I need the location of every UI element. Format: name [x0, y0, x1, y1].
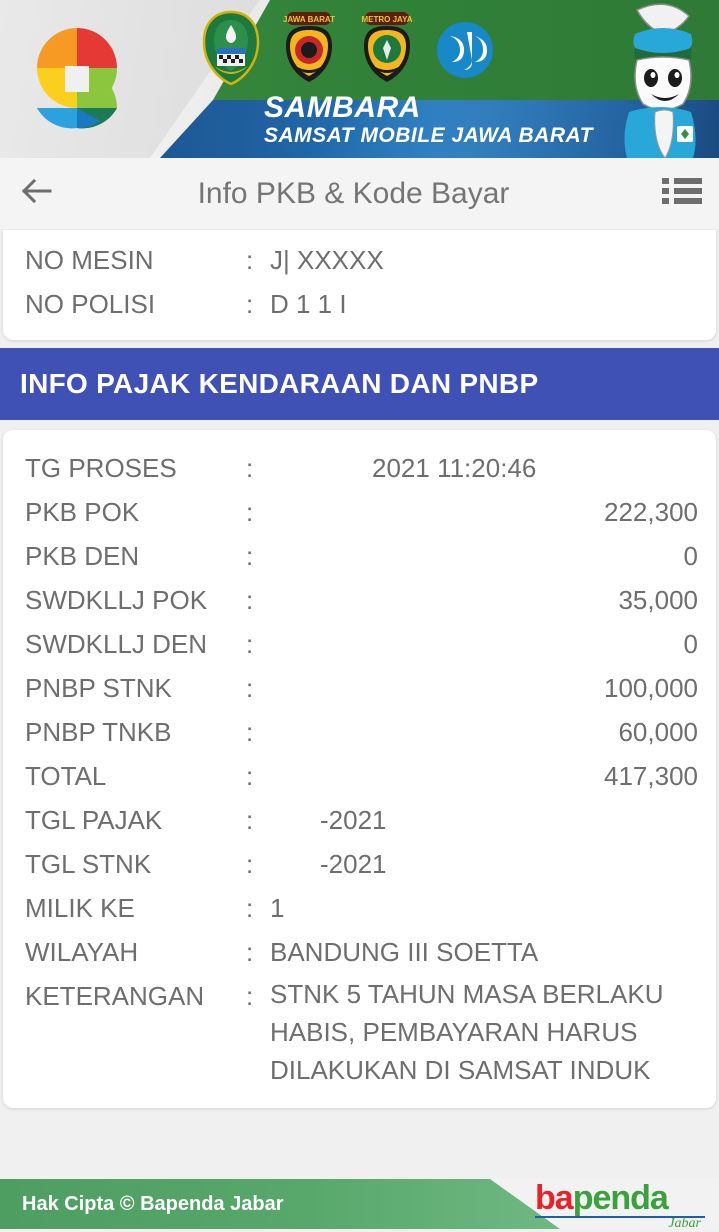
tax-info-row: PKB DEN: 0 — [3, 534, 716, 578]
vehicle-info-colon: : — [246, 289, 254, 319]
tax-info-row: MILIK KE:1 — [3, 886, 716, 930]
tax-info-value: 0 — [683, 541, 698, 571]
vehicle-info-colon: : — [246, 245, 254, 275]
tax-info-value: -2021 — [320, 805, 387, 835]
svg-text:METRO JAYA: METRO JAYA — [362, 15, 413, 24]
tax-info-label: TOTAL — [25, 761, 107, 791]
tax-info-label: SWDKLLJ DEN — [25, 629, 208, 659]
navigation-bar: Info PKB & Kode Bayar — [0, 158, 719, 230]
bapenda-logo-subtitle: Jabar — [668, 1216, 701, 1231]
tax-info-colon: : — [246, 893, 254, 923]
jawa-barat-provincial-seal-icon — [200, 10, 262, 86]
tax-info-row: SWDKLLJ POK: 35,000 — [3, 578, 716, 622]
tax-info-colon: : — [246, 849, 254, 879]
vehicle-identity-card: NO MESIN: J| XXXXX NO POLISI: D 1 1 I — [3, 230, 716, 340]
tax-info-row: WILAYAH: BANDUNG III SOETTA — [3, 930, 716, 974]
tax-info-colon: : — [246, 981, 254, 1011]
footer-bar: Hak Cipta © Bapenda Jabar bapenda Jabar — [0, 1179, 719, 1231]
tax-info-row: PNBP TNKB: 60,000 — [3, 710, 716, 754]
polda-metro-jaya-badge-icon: METRO JAYA — [356, 10, 418, 86]
page-title: Info PKB & Kode Bayar — [197, 176, 510, 210]
tax-info-value: 0 — [683, 629, 698, 659]
polda-jawa-barat-badge-icon: JAWA BARAT — [278, 10, 340, 86]
tax-info-colon: : — [246, 717, 254, 747]
tax-info-value: STNK 5 TAHUN MASA BERLAKU HABIS, PEMBAYA… — [270, 979, 664, 1085]
tax-info-label: WILAYAH — [25, 937, 139, 967]
section-header-info-pajak: INFO PAJAK KENDARAAN DAN PNBP — [0, 348, 719, 420]
sambara-s-logo — [22, 20, 132, 138]
tax-info-row: KETERANGAN: STNK 5 TAHUN MASA BERLAKU HAB… — [3, 974, 716, 1090]
back-button[interactable] — [0, 158, 72, 230]
tax-info-label: MILIK KE — [25, 893, 135, 923]
footer-green-shape — [0, 1179, 560, 1229]
tax-info-rows: TG PROSES:2021 11:20:46 PKB POK:222,300 PK… — [3, 446, 716, 1090]
vehicle-info-label: NO POLISI — [25, 289, 156, 319]
tax-info-label: SWDKLLJ POK — [25, 585, 208, 615]
tax-info-colon: : — [246, 585, 254, 615]
footer-copyright: Hak Cipta © Bapenda Jabar — [22, 1192, 284, 1215]
svg-text:JAWA BARAT: JAWA BARAT — [283, 15, 335, 24]
tax-info-row: PKB POK: 222,300 — [3, 490, 716, 534]
tax-info-colon: : — [246, 761, 254, 791]
tax-info-colon: : — [246, 937, 254, 967]
tax-info-value: BANDUNG III SOETTA — [270, 937, 539, 967]
tax-info-row: PNBP STNK: 100,000 — [3, 666, 716, 710]
tax-info-colon: : — [246, 673, 254, 703]
tax-info-row: TGL STNK: -2021 — [3, 842, 716, 886]
list-menu-icon — [660, 173, 704, 214]
jasa-raharja-logo-icon — [434, 10, 496, 86]
tax-info-colon: : — [246, 805, 254, 835]
vehicle-info-value: D 1 1 I — [270, 289, 347, 319]
vehicle-rows: NO MESIN: J| XXXXX NO POLISI: D 1 1 I — [3, 238, 716, 326]
tax-info-label: TGL PAJAK — [25, 805, 163, 835]
agency-emblems: JAWA BARAT METRO JAYA — [200, 7, 496, 89]
bapenda-logo-part2: penda — [572, 1179, 669, 1217]
banner-app-name: SAMBARA — [264, 91, 421, 124]
sambara-mascot-icon — [607, 0, 715, 158]
tax-info-label: TG PROSES — [25, 453, 177, 483]
tax-info-colon: : — [246, 453, 254, 483]
bapenda-logo-underline — [535, 1216, 705, 1218]
tax-info-row: TOTAL: 417,300 — [3, 754, 716, 798]
arrow-left-icon — [16, 171, 56, 216]
tax-info-label: PKB DEN — [25, 541, 140, 571]
app-banner: JAWA BARAT METRO JAYA — [0, 0, 719, 158]
tax-info-colon: : — [246, 497, 254, 527]
tax-info-value: 60,000 — [618, 717, 698, 747]
tax-info-value: 1 — [270, 893, 285, 923]
bapenda-logo-part1: ba — [535, 1179, 574, 1217]
tax-info-colon: : — [246, 629, 254, 659]
tax-info-value: 100,000 — [604, 673, 698, 703]
tax-info-card: TG PROSES:2021 11:20:46 PKB POK:222,300 PK… — [3, 430, 716, 1108]
tax-info-value: 35,000 — [618, 585, 698, 615]
bapenda-jabar-logo: bapenda Jabar — [535, 1179, 705, 1231]
tax-info-value: -2021 — [320, 849, 387, 879]
tax-info-row: TGL PAJAK: -2021 — [3, 798, 716, 842]
vehicle-info-row: NO MESIN: J| XXXXX — [3, 238, 716, 282]
section-title: INFO PAJAK KENDARAAN DAN PNBP — [20, 368, 539, 399]
tax-info-label: KETERANGAN — [25, 981, 205, 1011]
tax-info-label: TGL STNK — [25, 849, 152, 879]
vehicle-info-label: NO MESIN — [25, 245, 154, 275]
menu-button[interactable] — [645, 158, 719, 230]
tax-info-value: 222,300 — [604, 497, 698, 527]
tax-info-label: PNBP STNK — [25, 673, 172, 703]
tax-info-colon: : — [246, 541, 254, 571]
tax-info-value: 2021 11:20:46 — [372, 453, 537, 483]
vehicle-info-row: NO POLISI: D 1 1 I — [3, 282, 716, 326]
tax-info-value: 417,300 — [604, 761, 698, 791]
tax-info-row: SWDKLLJ DEN: 0 — [3, 622, 716, 666]
banner-app-subtitle: SAMSAT MOBILE JAWA BARAT — [264, 124, 593, 147]
tax-info-label: PKB POK — [25, 497, 140, 527]
tax-info-row: TG PROSES: 2021 11:20:46 — [3, 446, 716, 490]
tax-info-label: PNBP TNKB — [25, 717, 172, 747]
vehicle-info-value: J| XXXXX — [270, 245, 384, 275]
banner-title-group: SAMBARA SAMSAT MOBILE JAWA BARAT — [264, 92, 593, 148]
